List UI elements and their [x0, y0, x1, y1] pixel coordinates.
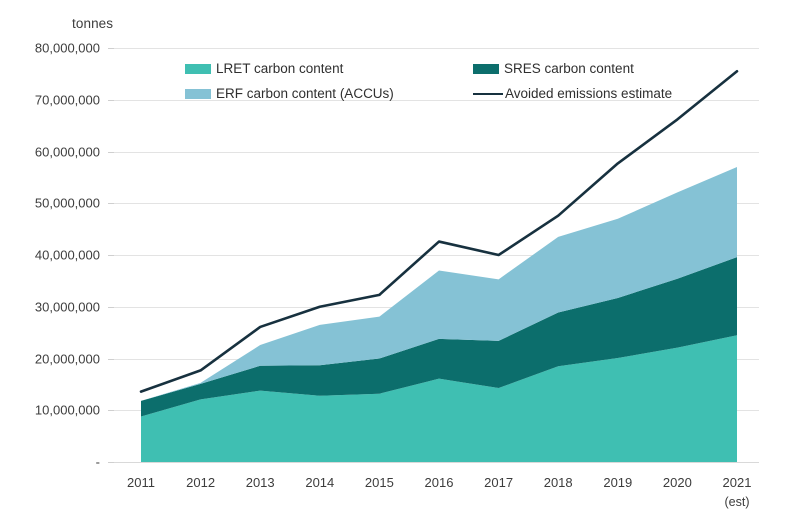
y-axis-tick-label: - [95, 454, 100, 470]
x-axis-tick-label-year: 2012 [186, 475, 216, 490]
x-axis-tick-label-year: 2020 [662, 475, 692, 490]
legend-line-marker-icon [473, 92, 503, 95]
y-axis-tick-label: 20,000,000 [34, 351, 100, 366]
line-series-avoided-emissions-estimate [139, 69, 739, 393]
y-axis-tick-labels: 80,000,000 70,000,000 60,000,000 50,000,000… [0, 0, 108, 530]
y-axis-tick-label: 70,000,000 [34, 92, 100, 108]
x-axis-tick-label-year: 2016 [424, 475, 454, 490]
gridline [113, 151, 759, 153]
x-axis-tick-label-note: (est) [724, 494, 750, 509]
x-axis-tick-label: 2011 [127, 474, 155, 493]
y-axis-tickmark [108, 203, 114, 205]
y-axis-tickmark [108, 151, 114, 153]
y-axis-tickmark [108, 410, 114, 412]
x-axis-tick-label: 2013 [246, 474, 275, 493]
x-axis-tick-label: 2020 [663, 474, 692, 493]
area-series-erf-carbon-content-accus [141, 167, 737, 401]
y-axis-tickmark [108, 306, 114, 308]
y-axis-tick-label: 80,000,000 [34, 40, 100, 56]
legend-entry-label: SRES carbon content [504, 61, 634, 76]
x-axis-tick-label-year: 2017 [484, 475, 514, 490]
x-axis-tick-label: 2018 [544, 474, 573, 493]
y-axis-tick-label: 50,000,000 [34, 195, 100, 211]
legend-entry-label: ERF carbon content (ACCUs) [216, 86, 394, 101]
y-axis-tickmark [108, 255, 114, 256]
legend-entry[interactable]: ERF carbon content (ACCUs) [185, 86, 394, 101]
y-axis-unit-label: tonnes [72, 16, 114, 31]
x-axis-tick-labels: 2011 2012 2013 2014 2015 2016 2017 2018 2019 2020… [0, 466, 800, 526]
legend-color-swatch-icon [185, 63, 211, 74]
y-axis-tick-label: 10,000,000 [34, 402, 100, 418]
y-axis-tickmark [108, 462, 114, 463]
x-axis-tick-label: 2014 [305, 474, 334, 493]
legend-entry[interactable]: Avoided emissions estimate [473, 86, 672, 101]
x-axis-tick-label: 2015 [365, 474, 394, 493]
y-axis-tick-label: 40,000,000 [34, 247, 100, 263]
y-axis-tickmark [108, 358, 114, 360]
x-axis-tick-label: 2021 (est) [723, 474, 752, 511]
x-axis-tick-label-year: 2014 [305, 475, 335, 490]
gridline [113, 99, 759, 101]
y-axis-tickmark [108, 48, 114, 49]
x-axis-tick-label-year: 2015 [364, 475, 394, 490]
gridline [113, 255, 759, 256]
legend-color-swatch-icon [185, 88, 211, 99]
x-axis-tick-label: 2012 [186, 474, 215, 493]
x-axis-tick-label: 2019 [603, 474, 632, 493]
legend-entry[interactable]: SRES carbon content [473, 61, 634, 76]
x-axis-tick-label: 2017 [484, 474, 513, 493]
legend-entry[interactable]: LRET carbon content [185, 61, 343, 76]
legend-entry-label: Avoided emissions estimate [505, 86, 673, 101]
x-axis-tick-label-year: 2011 [127, 475, 155, 490]
gridline [113, 48, 759, 49]
x-axis-tick-label-year: 2021 [722, 475, 752, 490]
axis-baseline [113, 462, 759, 463]
y-axis-tick-label: 30,000,000 [34, 299, 100, 315]
area-series-lret-carbon-content [141, 335, 737, 462]
legend-color-swatch-icon [473, 63, 499, 74]
x-axis-tick-label-year: 2019 [603, 475, 633, 490]
x-axis-tick-label: 2016 [425, 474, 454, 493]
chart-legend: LRET carbon content SRES carbon content ER… [0, 0, 800, 110]
x-axis-tick-label-year: 2018 [543, 475, 573, 490]
legend-entry-label: LRET carbon content [216, 61, 344, 76]
x-axis-tick-label-year: 2013 [245, 475, 275, 490]
gridline [113, 203, 759, 205]
area-series-sres-carbon-content [141, 257, 737, 417]
y-axis-tickmark [108, 99, 114, 101]
y-axis-tick-label: 60,000,000 [34, 144, 100, 159]
